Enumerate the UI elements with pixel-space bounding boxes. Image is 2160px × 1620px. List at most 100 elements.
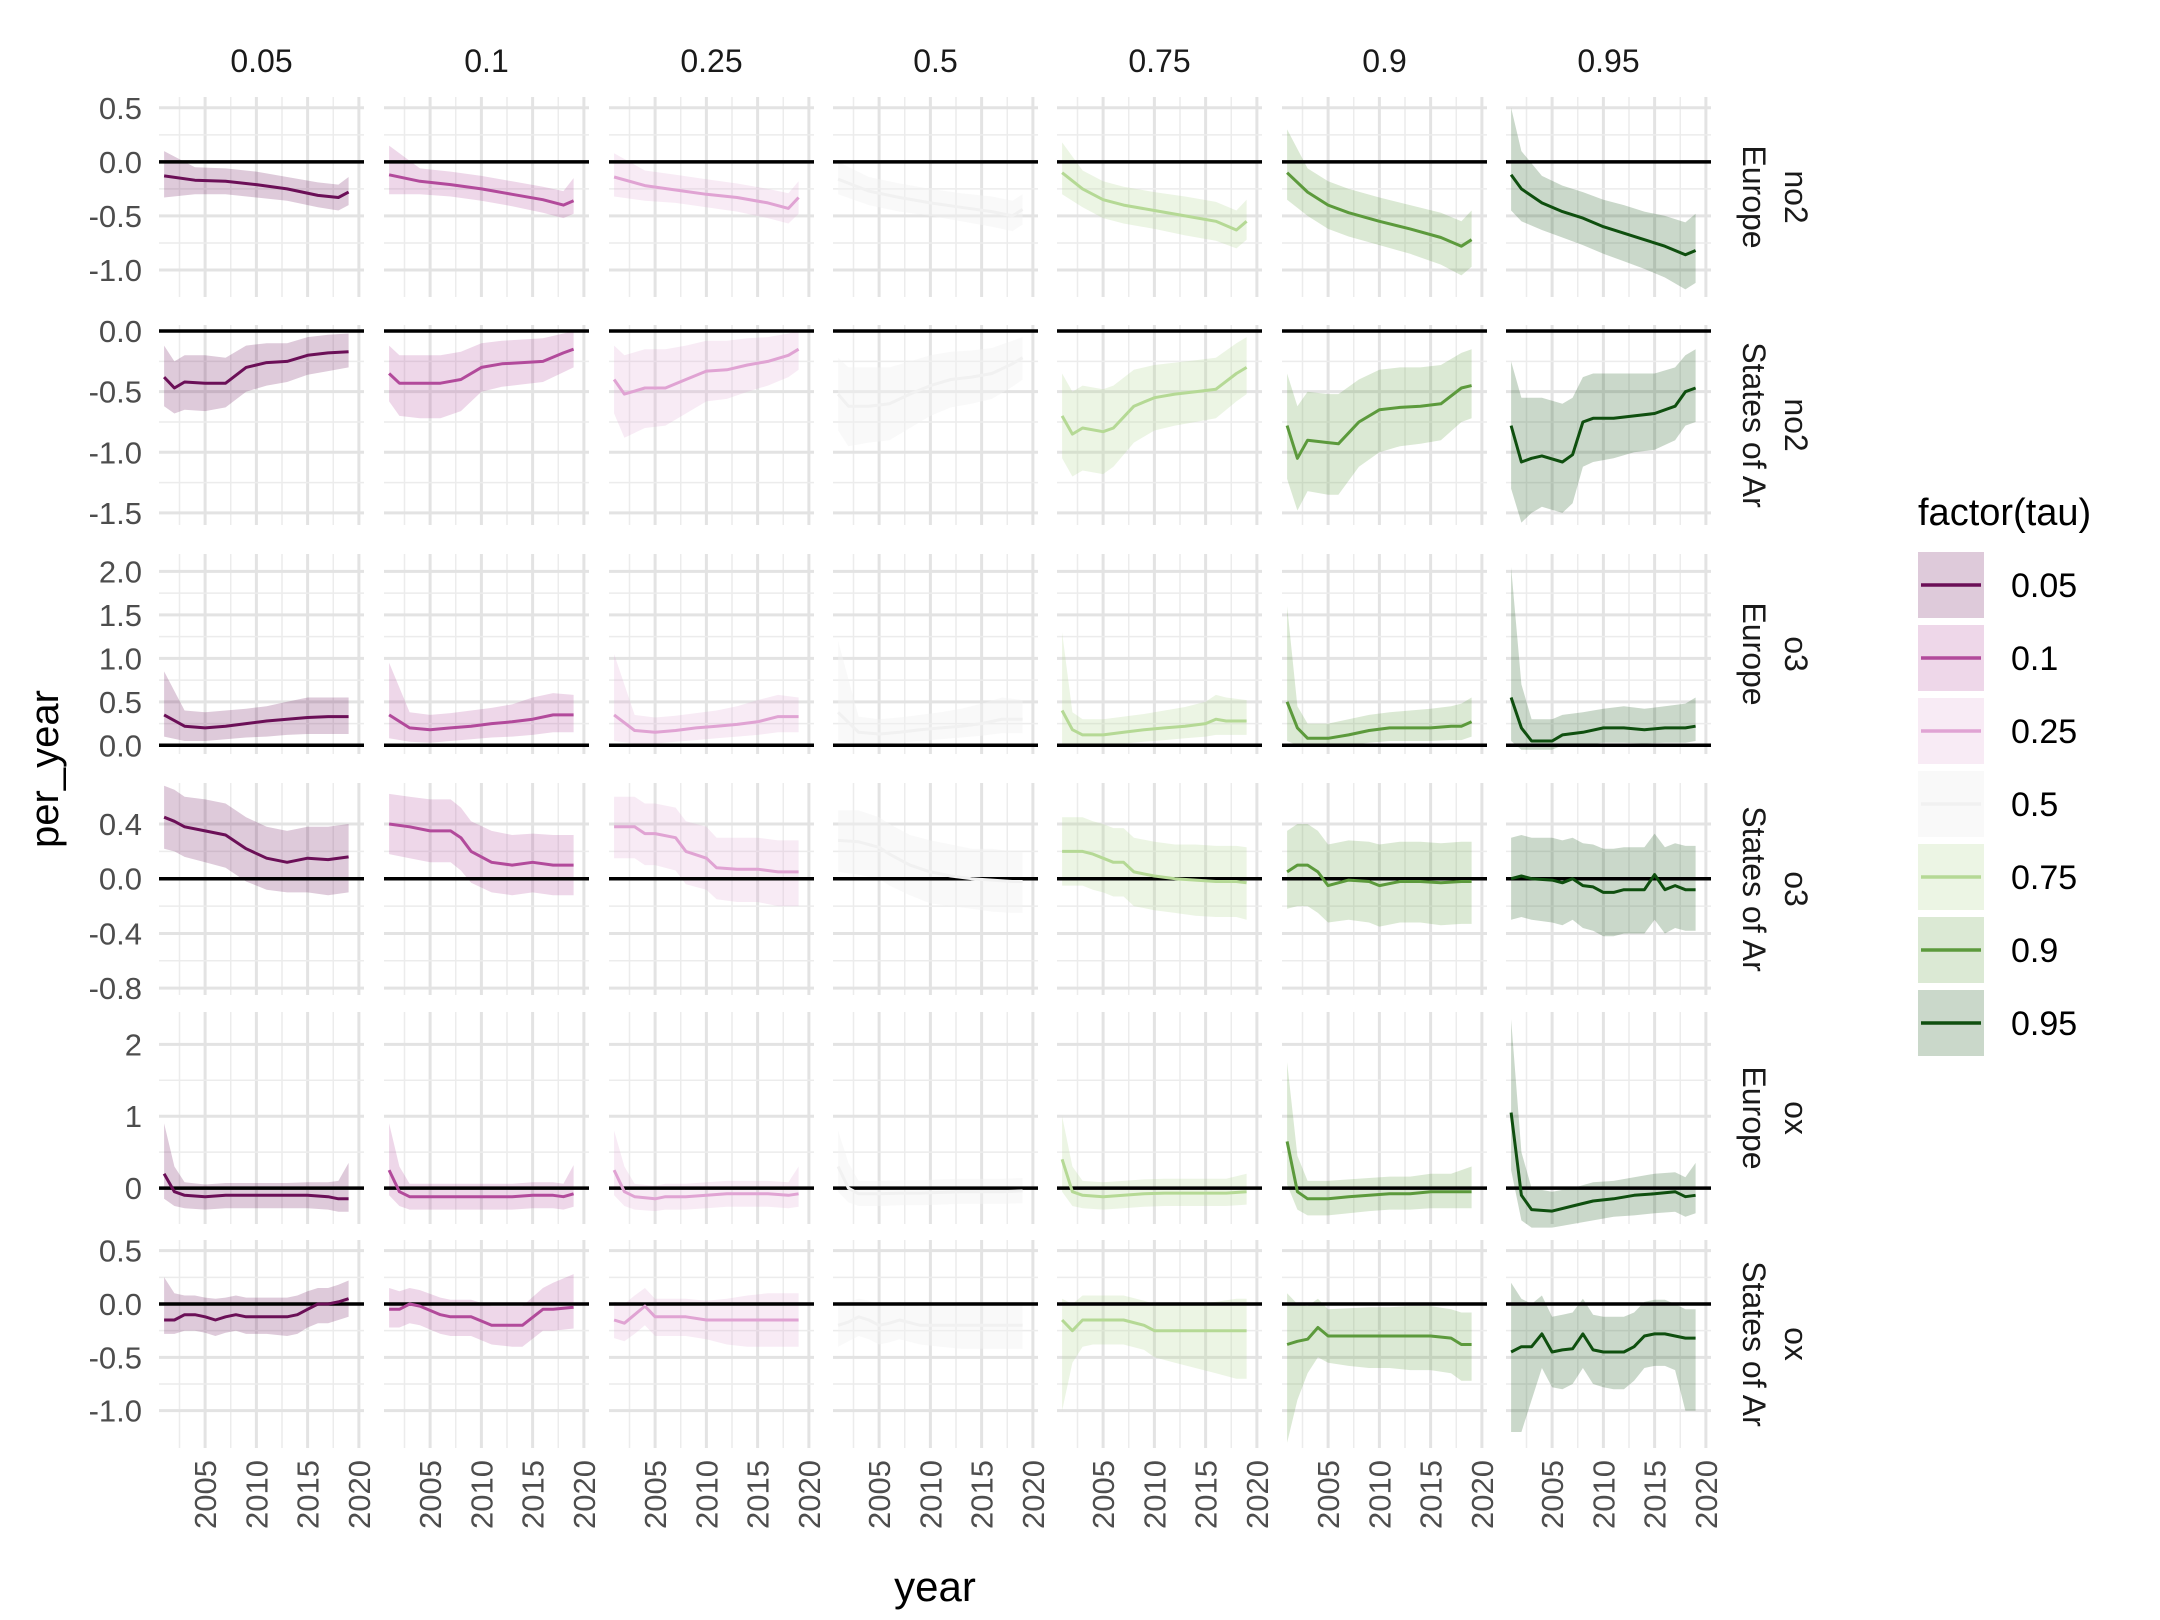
confidence-ribbon xyxy=(838,810,1023,913)
x-tick-label: 2015 xyxy=(965,1460,1000,1529)
series-line xyxy=(1060,1158,1247,1199)
confidence-ribbon xyxy=(164,151,349,211)
series-r3-c5 xyxy=(1287,824,1472,927)
confidence-ribbon xyxy=(164,1277,349,1336)
x-tick-label: 2015 xyxy=(516,1460,551,1529)
x-tick-label: 2005 xyxy=(638,1460,673,1529)
series-r3-c0 xyxy=(164,785,349,896)
y-tick-label: 0.4 xyxy=(99,807,142,842)
x-tick-label: 2020 xyxy=(1240,1460,1275,1529)
x-tick-label: 2005 xyxy=(1086,1460,1121,1529)
panel-r5-c6 xyxy=(1506,1240,1711,1448)
series-line xyxy=(1286,863,1472,888)
series-r1-c2 xyxy=(614,331,799,438)
series-line xyxy=(388,713,574,732)
y-tick-label: 0 xyxy=(125,1171,142,1206)
y-tick-label: 1.5 xyxy=(99,598,142,633)
x-tick-label: 2005 xyxy=(1311,1460,1346,1529)
legend-entry: 0.9 xyxy=(1918,917,2058,983)
y-tick-label: -1.0 xyxy=(89,435,142,470)
confidence-ribbon xyxy=(838,161,1023,232)
x-tick-label: 2005 xyxy=(188,1460,223,1529)
y-tick-label: 0.0 xyxy=(99,145,142,180)
row-strip-region-label: States of Ar xyxy=(1736,342,1772,508)
series-line xyxy=(837,711,1023,736)
x-tick-label: 2015 xyxy=(1189,1460,1224,1529)
series-line xyxy=(837,1315,1023,1327)
confidence-ribbon xyxy=(614,331,799,438)
column-strip-label: 0.05 xyxy=(230,43,292,79)
row-strip-pollutant-label: o3 xyxy=(1778,636,1814,672)
panel-r1-c5 xyxy=(1282,325,1487,525)
series-line xyxy=(1509,1112,1696,1213)
legend: 0.05 0.1 0.25 0.5 0.75 0.9 0.95 xyxy=(1918,552,2077,1056)
series-r4-c5 xyxy=(1287,1062,1472,1216)
series-r0-c2 xyxy=(614,153,799,224)
column-strip-labels: 0.05 0.1 0.25 0.5 0.75 0.9 0.95 xyxy=(230,43,1639,79)
series-line xyxy=(613,175,800,210)
y-tick-label: 1.0 xyxy=(99,641,142,676)
y-tick-label: 2 xyxy=(125,1027,142,1062)
series-line xyxy=(163,713,349,730)
legend-label: 0.75 xyxy=(2011,859,2077,897)
series-line xyxy=(163,174,350,199)
y-axis-title: per_year xyxy=(23,690,67,848)
confidence-ribbon xyxy=(164,785,349,896)
legend-entry: 0.5 xyxy=(1918,771,2058,837)
series-r0-c4 xyxy=(1062,142,1247,249)
legend-entry: 0.1 xyxy=(1918,625,2058,691)
confidence-ribbon xyxy=(838,641,1023,745)
y-tick-label: 2.0 xyxy=(99,554,142,589)
y-tick-label: -0.5 xyxy=(89,1340,142,1375)
x-tick-label: 2010 xyxy=(689,1460,724,1529)
x-tick-label: 2015 xyxy=(741,1460,776,1529)
confidence-ribbon xyxy=(838,337,1023,447)
panel-r3-c0 xyxy=(159,783,364,995)
panel-r3-c2 xyxy=(609,783,814,995)
legend-entry: 0.75 xyxy=(1918,844,2077,910)
x-tick-label: 2005 xyxy=(413,1460,448,1529)
confidence-ribbon xyxy=(1062,142,1247,249)
series-r2-c0 xyxy=(164,671,349,741)
legend-label: 0.95 xyxy=(2011,1005,2077,1043)
y-tick-label: -0.5 xyxy=(89,375,142,410)
series-line xyxy=(162,1172,349,1201)
legend-entry: 0.05 xyxy=(1918,552,2077,618)
column-strip-label: 0.9 xyxy=(1362,43,1406,79)
series-r3-c4 xyxy=(1062,817,1247,920)
y-tick-label: -1.0 xyxy=(89,253,142,288)
x-tick-label: 2010 xyxy=(1137,1460,1172,1529)
series-line xyxy=(1510,873,1696,894)
confidence-ribbon xyxy=(1287,606,1472,746)
series-r3-c3 xyxy=(838,810,1023,913)
confidence-ribbon xyxy=(1287,349,1472,511)
panel-r5-c3 xyxy=(833,1240,1038,1448)
series-r4-c6 xyxy=(1511,1019,1696,1228)
y-tick-label: 0.0 xyxy=(99,1287,142,1322)
x-tick-label: 2010 xyxy=(1362,1460,1397,1529)
row-strip-pollutant-label: o3 xyxy=(1778,871,1814,907)
row-strip-pollutant-label: no2 xyxy=(1778,170,1814,223)
row-strip-pollutant-label: no2 xyxy=(1778,398,1814,451)
series-line xyxy=(1061,171,1248,232)
legend-entry: 0.25 xyxy=(1918,698,2077,764)
legend-entry: 0.95 xyxy=(1918,990,2077,1056)
series-line xyxy=(1285,384,1472,460)
series-line xyxy=(388,347,575,385)
series-r1-c0 xyxy=(164,333,349,414)
column-strip-label: 0.25 xyxy=(680,43,742,79)
y-tick-label: 0.0 xyxy=(99,314,142,349)
series-r0-c6 xyxy=(1511,107,1696,290)
series-line xyxy=(163,350,349,390)
series-r5-c6 xyxy=(1511,1282,1696,1432)
confidence-ribbon xyxy=(389,331,574,419)
confidence-ribbon xyxy=(1062,337,1247,477)
legend-label: 0.25 xyxy=(2011,713,2077,751)
series-r5-c5 xyxy=(1287,1293,1472,1443)
x-tick-label: 2010 xyxy=(239,1460,274,1529)
confidence-ribbon xyxy=(1511,1019,1696,1228)
series-r1-c6 xyxy=(1511,349,1696,523)
panel-r5-c1 xyxy=(384,1240,589,1448)
row-strip-region-label: Europe xyxy=(1736,145,1772,248)
